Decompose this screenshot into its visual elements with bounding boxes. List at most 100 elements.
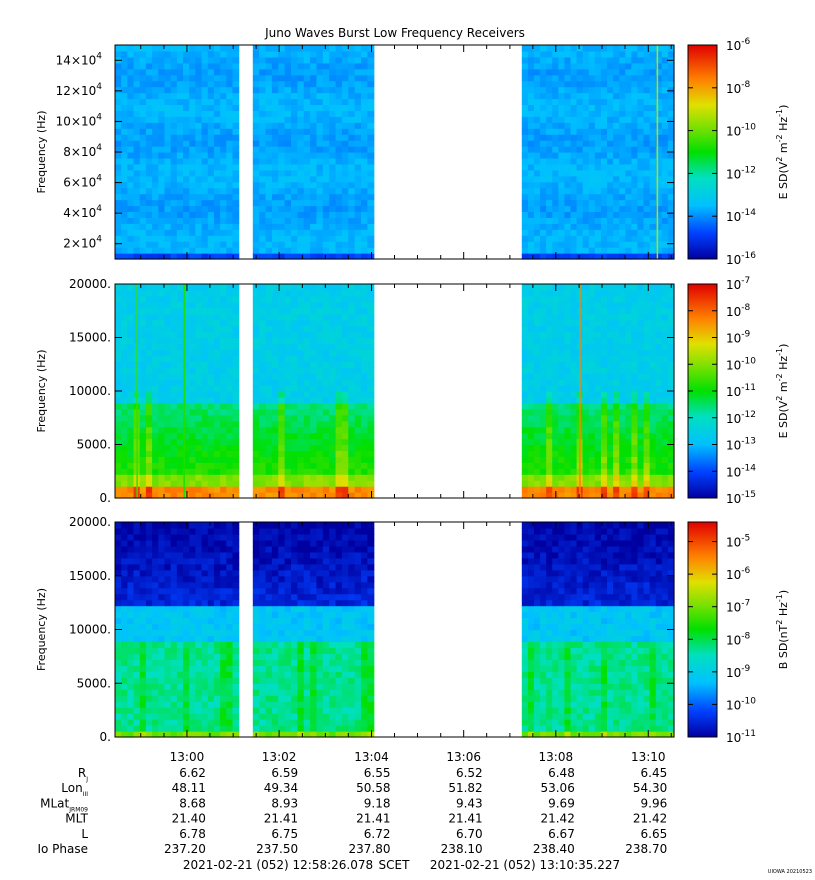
time-tick-label: 13:00	[170, 750, 205, 764]
colorbar-tick-label: 10-6	[726, 37, 751, 53]
spectrogram-segment-2	[252, 284, 375, 499]
colorbar-tick-label: 10-10	[726, 356, 756, 372]
y-axis-label: Frequency (Hz)	[35, 350, 48, 433]
y-axis-label: Frequency (Hz)	[35, 588, 48, 671]
colorbar-tick-label: 10-7	[726, 276, 750, 292]
colorbar: 10-16 10-14 10-12 10-10 10-8 10-6 E SD(V2 m-2 …	[687, 37, 790, 267]
colorbar-tick-label: 10-11	[726, 729, 756, 745]
y-tick-label: 5000.	[77, 438, 111, 452]
spectrogram-segment-1	[115, 45, 240, 260]
ephemeris-value: 238.40	[533, 842, 575, 856]
colorbar-tick-label: 10-8	[726, 303, 751, 319]
spectrogram-segment-2	[252, 522, 375, 738]
ephemeris-value: 6.65	[641, 827, 668, 841]
ephemeris-value: 8.93	[271, 796, 298, 810]
footer-start-time: 2021-02-21 (052) 12:58:26.078	[183, 858, 373, 872]
footer-stamp: UIOWA 20210523	[768, 869, 812, 875]
ephemeris-row-label: MLatJRM09	[40, 796, 88, 813]
figure-title: Juno Waves Burst Low Frequency Receivers	[264, 26, 525, 40]
y-tick-label: 20000.	[69, 515, 111, 529]
y-tick-label: 12×104	[56, 82, 103, 98]
time-tick-label: 13:04	[354, 750, 389, 764]
colorbar-tick-label: 10-11	[726, 383, 756, 399]
y-tick-label: 15000.	[69, 569, 111, 583]
colorbar-label: E SD(V2 m-2 Hz-1)	[775, 105, 790, 200]
colorbar-tick-label: 10-14	[726, 208, 756, 224]
colorbar-tick-label: 10-16	[726, 251, 756, 267]
spectrogram-segment-2	[252, 45, 375, 260]
ephemeris-value: 6.72	[364, 827, 391, 841]
y-tick-label: 20000.	[69, 277, 111, 291]
ephemeris-value: 49.34	[264, 781, 298, 795]
colorbar-tick-label: 10-12	[726, 165, 756, 181]
ephemeris-value: 6.52	[456, 766, 483, 780]
ephemeris-value: 9.96	[641, 796, 668, 810]
ephemeris-value: 8.68	[179, 796, 206, 810]
ephemeris-value: 21.42	[633, 812, 667, 826]
ephemeris-value: 48.11	[172, 781, 206, 795]
colorbar-label: E SD(V2 m-2 Hz-1)	[775, 344, 790, 439]
y-tick-label: 2×104	[63, 235, 102, 251]
colorbar-tick-label: 10-6	[726, 566, 751, 582]
time-tick-label: 13:06	[446, 750, 481, 764]
ephemeris-row-label: L	[81, 827, 88, 841]
ephemeris-value: 21.42	[540, 812, 574, 826]
y-tick-label: 4×104	[63, 204, 102, 220]
colorbar-tick-label: 10-10	[726, 123, 756, 139]
colorbar: 10-11 10-10 10-9 10-8 10-7 10-6 10-5 B SD(nT2 H…	[687, 521, 790, 745]
ephemeris-value: 9.69	[548, 796, 575, 810]
spectrogram-segment-3	[521, 284, 675, 499]
ephemeris-row-label: RJ	[78, 766, 88, 783]
ephemeris-value: 238.10	[441, 842, 483, 856]
time-tick-label: 13:10	[631, 750, 666, 764]
ephemeris-value: 6.55	[364, 766, 391, 780]
ephemeris-value: 51.82	[448, 781, 482, 795]
ephemeris-value: 6.75	[271, 827, 298, 841]
ephemeris-row-label: LonIII	[61, 781, 88, 798]
colorbar: 10-15 10-14 10-13 10-12 10-11 10-10 10-9 10-8 10…	[687, 276, 790, 506]
colorbar-tick-label: 10-12	[726, 410, 756, 426]
y-tick-label: 10000.	[69, 384, 111, 398]
y-tick-label: 5000.	[77, 676, 111, 690]
colorbar-tick-label: 10-8	[726, 631, 751, 647]
footer-end-time: 2021-02-21 (052) 13:10:35.227	[430, 858, 620, 872]
ephemeris-value: 9.43	[456, 796, 483, 810]
ephemeris-value: 50.58	[356, 781, 390, 795]
colorbar-label: B SD(nT2 Hz-1)	[775, 590, 790, 669]
y-tick-label: 8×104	[63, 143, 102, 159]
colorbar-tick-label: 10-7	[726, 599, 750, 615]
colorbar-tick-label: 10-14	[726, 463, 756, 479]
ephemeris-value: 21.41	[264, 812, 298, 826]
ephemeris-row-label: MLT	[65, 812, 88, 826]
colorbar-tick-label: 10-15	[726, 490, 756, 506]
colorbar-tick-label: 10-9	[726, 330, 751, 346]
panel-1-electric-spectrogram: 2×104 4×104 6×104 8×104 10×104 12×104 14×104 Fr…	[35, 37, 790, 267]
y-tick-label: 15000.	[69, 331, 111, 345]
ephemeris-value: 6.67	[548, 827, 575, 841]
colorbar-tick-label: 10-8	[726, 80, 751, 96]
y-tick-label: 0.	[100, 730, 111, 744]
panel-3-magnetic-spectrogram: 0. 5000. 10000. 15000. 20000. Frequency (Hz) 1…	[35, 515, 790, 745]
y-axis-label: Frequency (Hz)	[35, 111, 48, 194]
spectrogram-segment-3	[521, 522, 675, 738]
ephemeris-value: 9.18	[364, 796, 391, 810]
y-tick-label: 10000.	[69, 623, 111, 637]
y-tick-label: 0.	[100, 491, 111, 505]
ephemeris-value: 6.48	[548, 766, 575, 780]
colorbar-tick-label: 10-5	[726, 534, 750, 550]
colorbar-tick-label: 10-9	[726, 664, 751, 680]
spectrogram-segment-1	[115, 284, 240, 499]
ephemeris-value: 6.62	[179, 766, 206, 780]
y-tick-label: 14×104	[56, 51, 103, 67]
ephemeris-value: 6.45	[641, 766, 668, 780]
y-tick-label: 6×104	[63, 174, 102, 190]
ephemeris-value: 54.30	[633, 781, 667, 795]
ephemeris-value: 6.78	[179, 827, 206, 841]
ephemeris-value: 237.20	[164, 842, 206, 856]
spectrogram-segment-3	[521, 45, 675, 260]
ephemeris-value: 21.41	[448, 812, 482, 826]
colorbar-tick-label: 10-13	[726, 437, 756, 453]
panel-2-electric-spectrogram: 0. 5000. 10000. 15000. 20000. Frequency (Hz) 1…	[35, 276, 790, 506]
ephemeris-row-label: Io Phase	[37, 842, 88, 856]
